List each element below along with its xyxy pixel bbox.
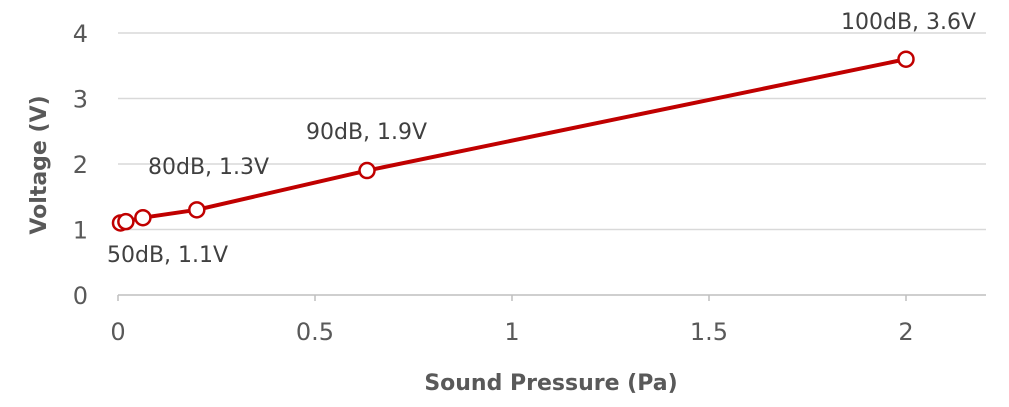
data-point	[188, 201, 206, 219]
data-point	[897, 50, 915, 68]
y-tick-label: 1	[73, 217, 88, 245]
x-axis-ticks: 0 0.5 1 1.5 2	[110, 295, 914, 346]
x-axis-title: Sound Pressure (Pa)	[424, 371, 677, 396]
y-tick-label: 0	[73, 282, 88, 310]
data-point	[358, 161, 376, 180]
data-point	[117, 212, 135, 231]
series-line	[120, 57, 907, 225]
y-tick-label: 2	[73, 151, 88, 179]
x-tick-label: 1	[504, 318, 519, 346]
gridlines	[118, 32, 986, 231]
y-axis-ticks: 0 1 2 3 4	[73, 20, 88, 310]
y-axis-title: Voltage (V)	[27, 95, 52, 234]
y-tick-label: 4	[73, 20, 88, 48]
data-label-50db: 50dB, 1.1V	[107, 243, 228, 268]
x-tick-label: 2	[898, 318, 913, 346]
x-tick-label: 0	[110, 318, 125, 346]
data-label-90db: 90dB, 1.9V	[306, 120, 427, 145]
data-label-100db: 100dB, 3.6V	[841, 10, 976, 35]
x-tick-label: 1.5	[690, 318, 728, 346]
y-tick-label: 3	[73, 86, 88, 114]
data-point	[134, 208, 152, 227]
data-labels: 50dB, 1.1V 80dB, 1.3V 90dB, 1.9V 100dB, …	[107, 10, 976, 268]
data-points	[111, 50, 915, 232]
x-tick-label: 0.5	[296, 318, 334, 346]
data-label-80db: 80dB, 1.3V	[148, 155, 269, 180]
